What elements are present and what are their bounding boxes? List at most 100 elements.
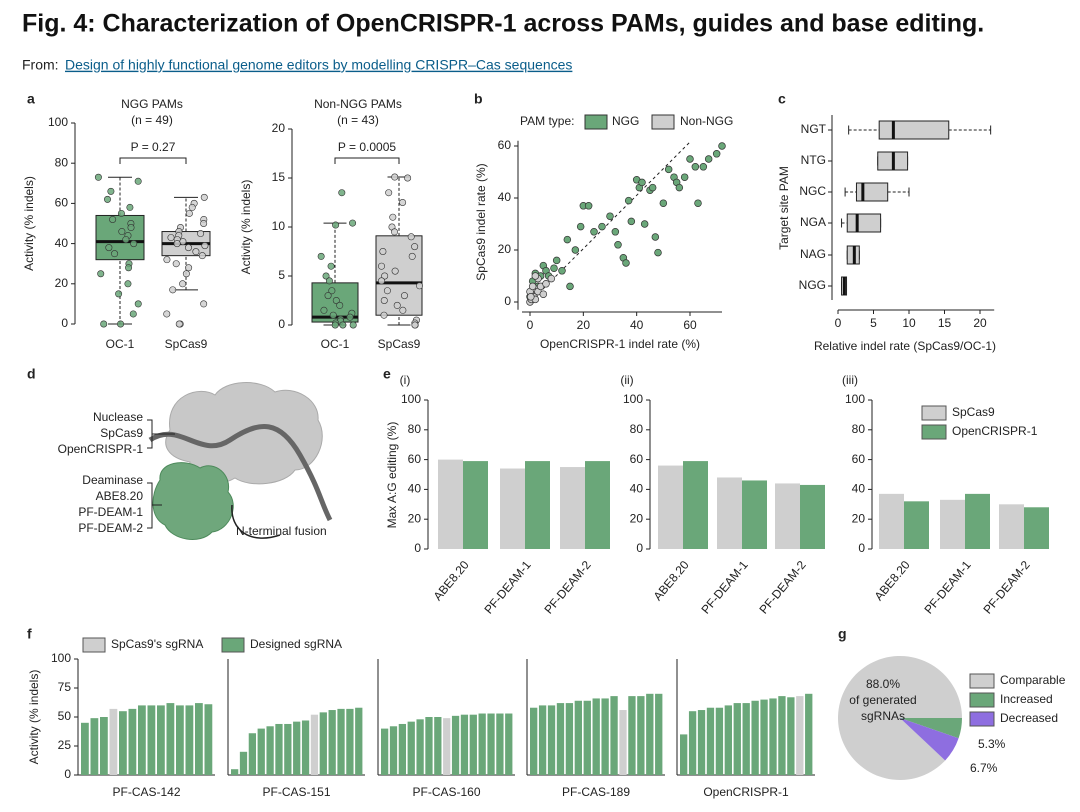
data-point <box>527 293 535 301</box>
bar <box>398 723 407 775</box>
data-point <box>712 150 721 158</box>
data-point <box>389 213 397 221</box>
panel-label: c <box>778 91 786 107</box>
data-point <box>622 259 630 267</box>
data-point <box>349 321 357 329</box>
data-point <box>380 296 388 304</box>
bar <box>751 700 759 775</box>
panel-label: g <box>838 626 847 642</box>
bar <box>787 697 795 775</box>
bar <box>239 751 248 775</box>
bar <box>90 718 99 775</box>
data-point <box>718 142 726 150</box>
legend-swatch <box>584 114 608 130</box>
bar <box>109 708 118 775</box>
panel-subtitle: (n = 43) <box>337 113 379 127</box>
bar <box>658 465 683 549</box>
bar <box>185 705 194 775</box>
data-point <box>107 187 115 195</box>
data-point <box>563 235 572 244</box>
data-point <box>163 256 171 264</box>
bracket <box>119 157 187 164</box>
bar <box>487 713 495 775</box>
data-point <box>399 199 407 207</box>
data-point <box>404 174 412 182</box>
box <box>855 182 889 202</box>
bar <box>469 714 477 775</box>
data-point <box>393 301 401 309</box>
x-tick-label: ABE8.20 <box>651 558 692 604</box>
slice-label: 6.7% <box>970 761 998 775</box>
data-point <box>200 300 208 308</box>
data-point <box>134 300 142 308</box>
bar <box>119 711 127 775</box>
data-point <box>332 221 340 229</box>
panel-subtitle: (n = 49) <box>131 113 173 127</box>
y-tick-label: 75 <box>58 680 72 694</box>
bar <box>328 710 336 775</box>
data-point <box>400 292 408 300</box>
legend-swatch <box>969 711 995 727</box>
bar <box>775 483 800 549</box>
x-tick-label: 20 <box>973 316 987 330</box>
data-point <box>584 202 593 210</box>
data-point <box>94 173 102 181</box>
bar <box>460 714 469 775</box>
bar <box>619 710 627 775</box>
data-point <box>192 248 200 256</box>
data-point <box>614 241 622 249</box>
article-link[interactable]: Design of highly functional genome edito… <box>65 57 572 73</box>
data-point <box>324 292 332 300</box>
x-tick-label: 0 <box>527 318 534 332</box>
y-tick-label: 100 <box>623 392 643 406</box>
data-point <box>391 173 399 181</box>
bar <box>496 713 504 775</box>
data-point <box>167 234 175 242</box>
data-point <box>699 163 708 171</box>
bar <box>680 734 688 775</box>
data-point <box>407 233 415 241</box>
diagram-d: Nuclease SpCas9 OpenCRISPR-1 Deaminase A… <box>58 382 333 540</box>
bar <box>319 712 327 775</box>
data-point <box>329 311 337 319</box>
x-tick-label: ABE8.20 <box>431 558 472 604</box>
data-point <box>651 233 660 241</box>
y-tick-label: 100 <box>845 392 865 406</box>
bar <box>337 708 345 775</box>
x-tick-label: SpCas9 <box>165 337 208 351</box>
y-tick-label: 40 <box>630 482 644 496</box>
data-point <box>169 286 177 294</box>
bar <box>147 705 156 775</box>
legend-swatch <box>921 424 947 440</box>
data-point <box>317 252 325 260</box>
panel-label: a <box>27 91 35 107</box>
diagram-label: OpenCRISPR-1 <box>58 442 144 456</box>
panel-subtitle: (iii) <box>842 373 858 387</box>
data-point <box>691 163 700 171</box>
y-tick-label: NGA <box>800 215 826 229</box>
slice-label: 5.3% <box>978 737 1006 751</box>
bar <box>637 696 645 775</box>
data-point <box>346 313 354 321</box>
y-tick-label: 0 <box>64 767 71 781</box>
bar <box>500 468 525 549</box>
bar <box>560 467 585 549</box>
bar <box>248 733 257 775</box>
data-point <box>391 267 399 275</box>
data-point <box>175 320 183 328</box>
bar <box>879 493 904 549</box>
data-point <box>328 287 336 295</box>
diagram-label: PF-DEAM-1 <box>78 505 143 519</box>
y-tick-label: NGC <box>799 184 826 198</box>
x-tick-label: SpCas9 <box>378 337 421 351</box>
legend-label: Increased <box>1000 692 1053 706</box>
data-point <box>201 242 209 250</box>
bar <box>231 769 239 775</box>
bar <box>505 713 513 775</box>
y-tick-label: 80 <box>55 155 69 169</box>
x-tick-label: 0 <box>835 316 842 330</box>
data-point <box>611 228 620 236</box>
bar <box>760 699 768 775</box>
diagram-label: Nuclease <box>93 410 143 424</box>
bar <box>443 718 451 775</box>
